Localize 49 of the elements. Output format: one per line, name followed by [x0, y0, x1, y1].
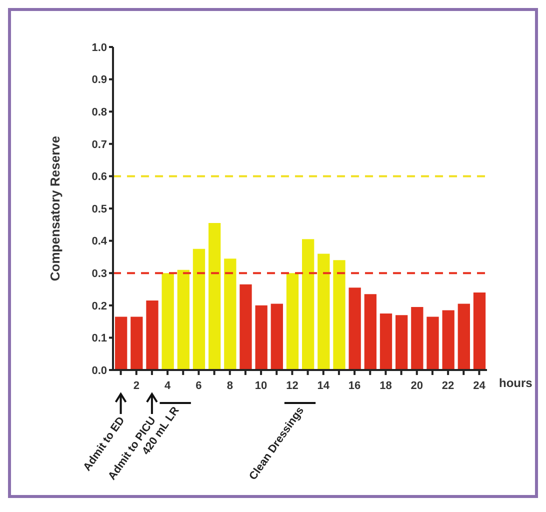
y-tick-label: 1.0 [92, 42, 107, 54]
bar [333, 260, 346, 370]
x-tick-label: 10 [254, 380, 268, 392]
bar [380, 313, 392, 370]
bar [224, 258, 236, 370]
bar [364, 294, 376, 370]
y-tick-label: 0.2 [92, 300, 107, 312]
bar [318, 254, 330, 370]
x-tick-label: 6 [196, 380, 202, 392]
bar [208, 223, 221, 370]
bar [411, 307, 424, 370]
x-axis-title: hours [499, 376, 533, 390]
y-tick-label: 0.7 [92, 138, 107, 151]
bar [426, 316, 439, 370]
bar [192, 248, 206, 370]
x-tick-label: 18 [380, 380, 392, 392]
bar [473, 292, 486, 370]
bar [115, 316, 128, 370]
y-tick-label: 0.4 [92, 236, 108, 248]
bar [255, 305, 268, 370]
x-tick-label: 14 [317, 380, 330, 392]
x-tick-label: 20 [410, 380, 423, 392]
y-tick-label: 0.3 [92, 268, 107, 280]
y-tick-label: 0.1 [92, 332, 107, 345]
y-tick-label: 0.6 [92, 171, 107, 184]
bar [177, 270, 190, 370]
bar [348, 288, 361, 370]
y-tick-label: 0.0 [92, 364, 107, 377]
x-tick-label: 16 [348, 380, 361, 392]
bar [442, 310, 454, 370]
y-axis-title: Compensatory Reserve [48, 136, 63, 282]
y-tick-label: 0.9 [92, 74, 107, 86]
bar [458, 304, 470, 370]
bar [162, 273, 174, 370]
y-tick-label: 0.8 [92, 106, 107, 119]
bar [286, 273, 299, 370]
x-tick-label: 24 [473, 380, 486, 392]
bar [146, 300, 158, 370]
bar [396, 315, 408, 370]
x-tick-label: 22 [442, 380, 454, 392]
bar [302, 239, 314, 370]
bar [270, 304, 283, 370]
bar [130, 316, 143, 370]
x-tick-label: 4 [164, 380, 172, 392]
x-tick-label: 8 [226, 380, 233, 392]
bar [240, 284, 252, 370]
x-tick-label: 12 [286, 380, 298, 392]
y-tick-label: 0.5 [92, 203, 107, 216]
x-tick-label: 2 [133, 380, 140, 392]
